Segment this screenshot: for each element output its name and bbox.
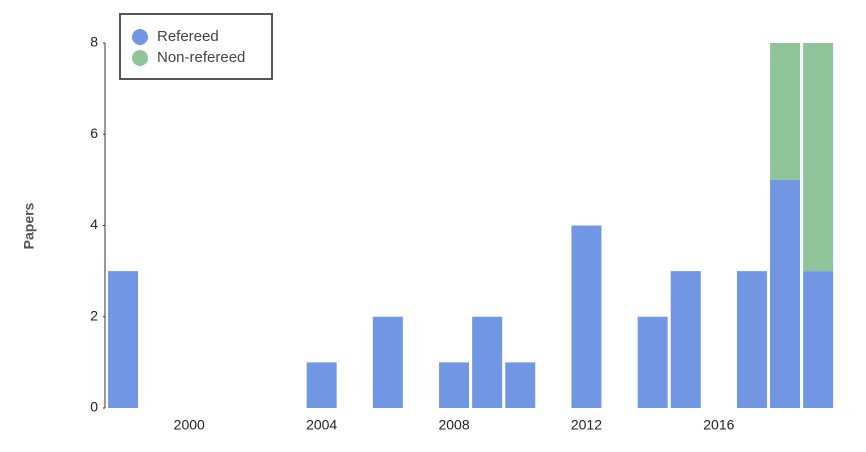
y-tick-label: 0 [90,399,98,415]
legend-swatch [132,50,148,66]
bar [803,43,834,272]
legend-swatch [132,29,148,45]
bar [472,316,503,408]
legend: Refereed Non-refereed [119,13,273,80]
legend-label: Non-refereed [157,49,245,66]
bar [306,362,337,408]
y-tick-label: 4 [90,216,98,232]
y-tick-label: 6 [90,125,98,141]
y-axis-label: Papers [21,202,37,249]
x-tick-label: 2000 [174,417,205,433]
bar [803,271,834,408]
bar [372,316,403,408]
bar [439,362,470,408]
bar [505,362,536,408]
bar [571,225,602,408]
bar [736,271,767,408]
x-tick-label: 2008 [438,417,469,433]
legend-box [119,13,273,80]
bar [770,179,801,408]
legend-label: Refereed [157,28,219,45]
bar [670,271,701,408]
x-tick-label: 2012 [571,417,602,433]
x-tick-label: 2016 [703,417,734,433]
x-tick-label: 2004 [306,417,337,433]
bar [637,316,668,408]
y-tick-label: 8 [90,34,98,50]
y-tick-label: 2 [90,307,98,323]
bar [108,271,139,408]
bar [770,43,801,180]
